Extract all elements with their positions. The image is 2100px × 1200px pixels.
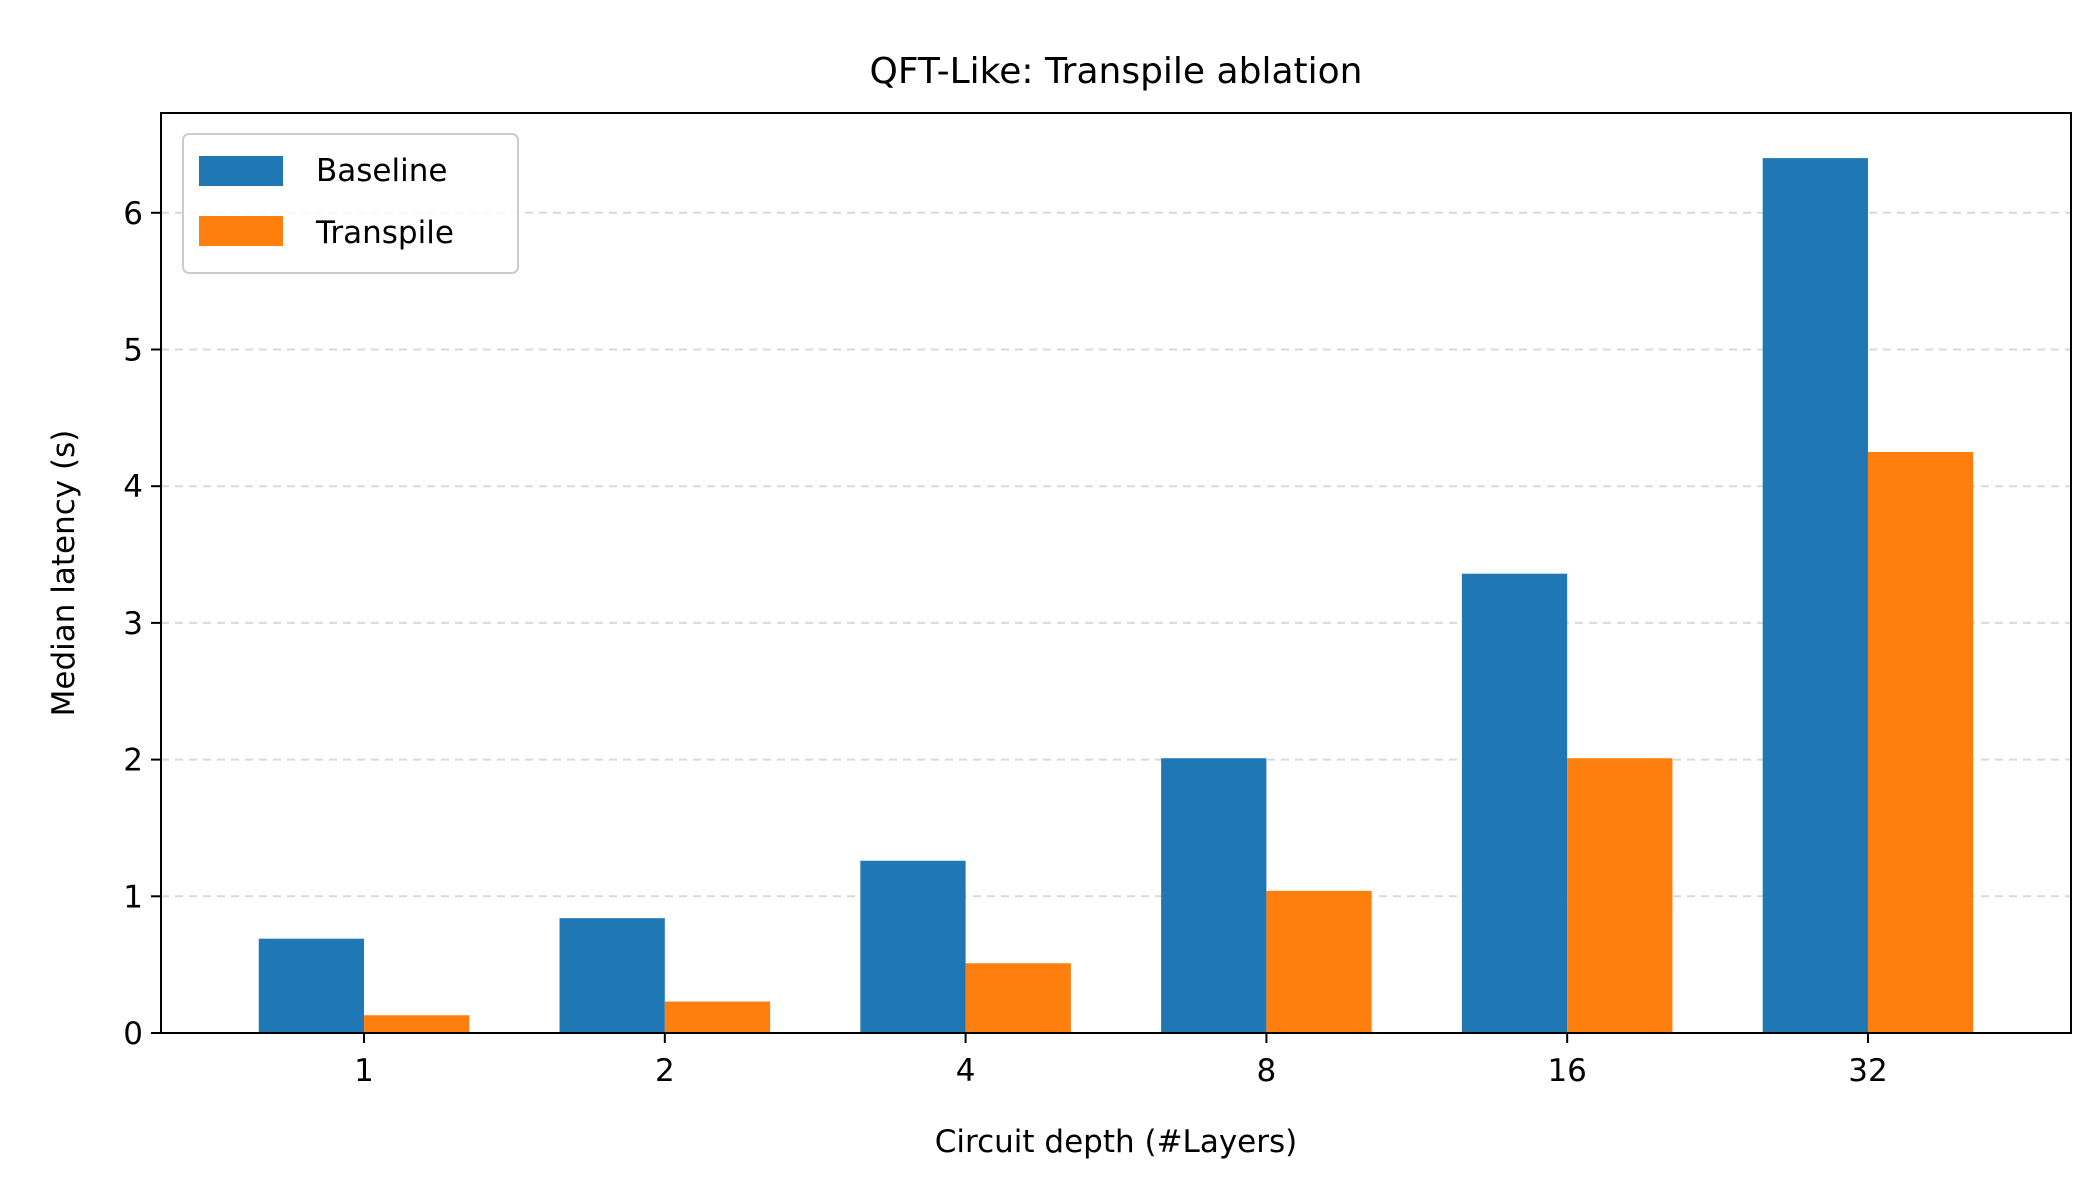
bar-baseline-32 (1762, 158, 1868, 1033)
x-tick-label: 1 (354, 1053, 374, 1089)
bar-transpile-4 (965, 963, 1071, 1033)
legend-swatch-transpile (199, 216, 283, 246)
bar-transpile-32 (1867, 452, 1974, 1034)
bar-transpile-8 (1266, 890, 1372, 1033)
y-tick-label: 4 (123, 469, 143, 505)
bars (258, 158, 1974, 1034)
x-tick-label: 32 (1848, 1053, 1887, 1089)
y-tick-label: 6 (123, 196, 143, 232)
bar-baseline-16 (1461, 573, 1568, 1033)
gridlines (161, 211, 2071, 898)
bar-transpile-16 (1567, 758, 1673, 1033)
plot-frame (160, 112, 2072, 1034)
y-tick-label: 0 (123, 1016, 143, 1052)
x-tick-label: 8 (1257, 1053, 1277, 1089)
bar-baseline-8 (1161, 758, 1267, 1033)
legend-swatch-baseline (199, 156, 283, 186)
y-axis-label: Median latency (s) (46, 430, 82, 717)
legend: Baseline Transpile (182, 133, 519, 274)
legend-label-transpile: Transpile (315, 215, 454, 251)
y-tick-label: 2 (123, 743, 143, 779)
y-tick-label: 5 (123, 332, 143, 368)
bar-baseline-2 (559, 918, 665, 1033)
legend-label-baseline: Baseline (316, 153, 447, 189)
y-tick-label: 1 (123, 879, 143, 915)
bar-baseline-1 (258, 938, 365, 1033)
bar-baseline-4 (860, 860, 966, 1033)
bar-transpile-1 (364, 1015, 470, 1033)
y-axis-ticks: 0 1 2 3 4 5 6 (123, 196, 161, 1052)
x-tick-label: 2 (655, 1053, 675, 1089)
y-tick-label: 3 (123, 606, 143, 642)
x-tick-label: 4 (956, 1053, 976, 1089)
x-axis-ticks: 1 2 4 8 16 32 (354, 1033, 1888, 1089)
x-axis-label: Circuit depth (#Layers) (935, 1124, 1297, 1160)
bar-transpile-2 (664, 1001, 771, 1033)
x-tick-label: 16 (1547, 1053, 1586, 1089)
chart-title: QFT-Like: Transpile ablation (870, 51, 1363, 92)
